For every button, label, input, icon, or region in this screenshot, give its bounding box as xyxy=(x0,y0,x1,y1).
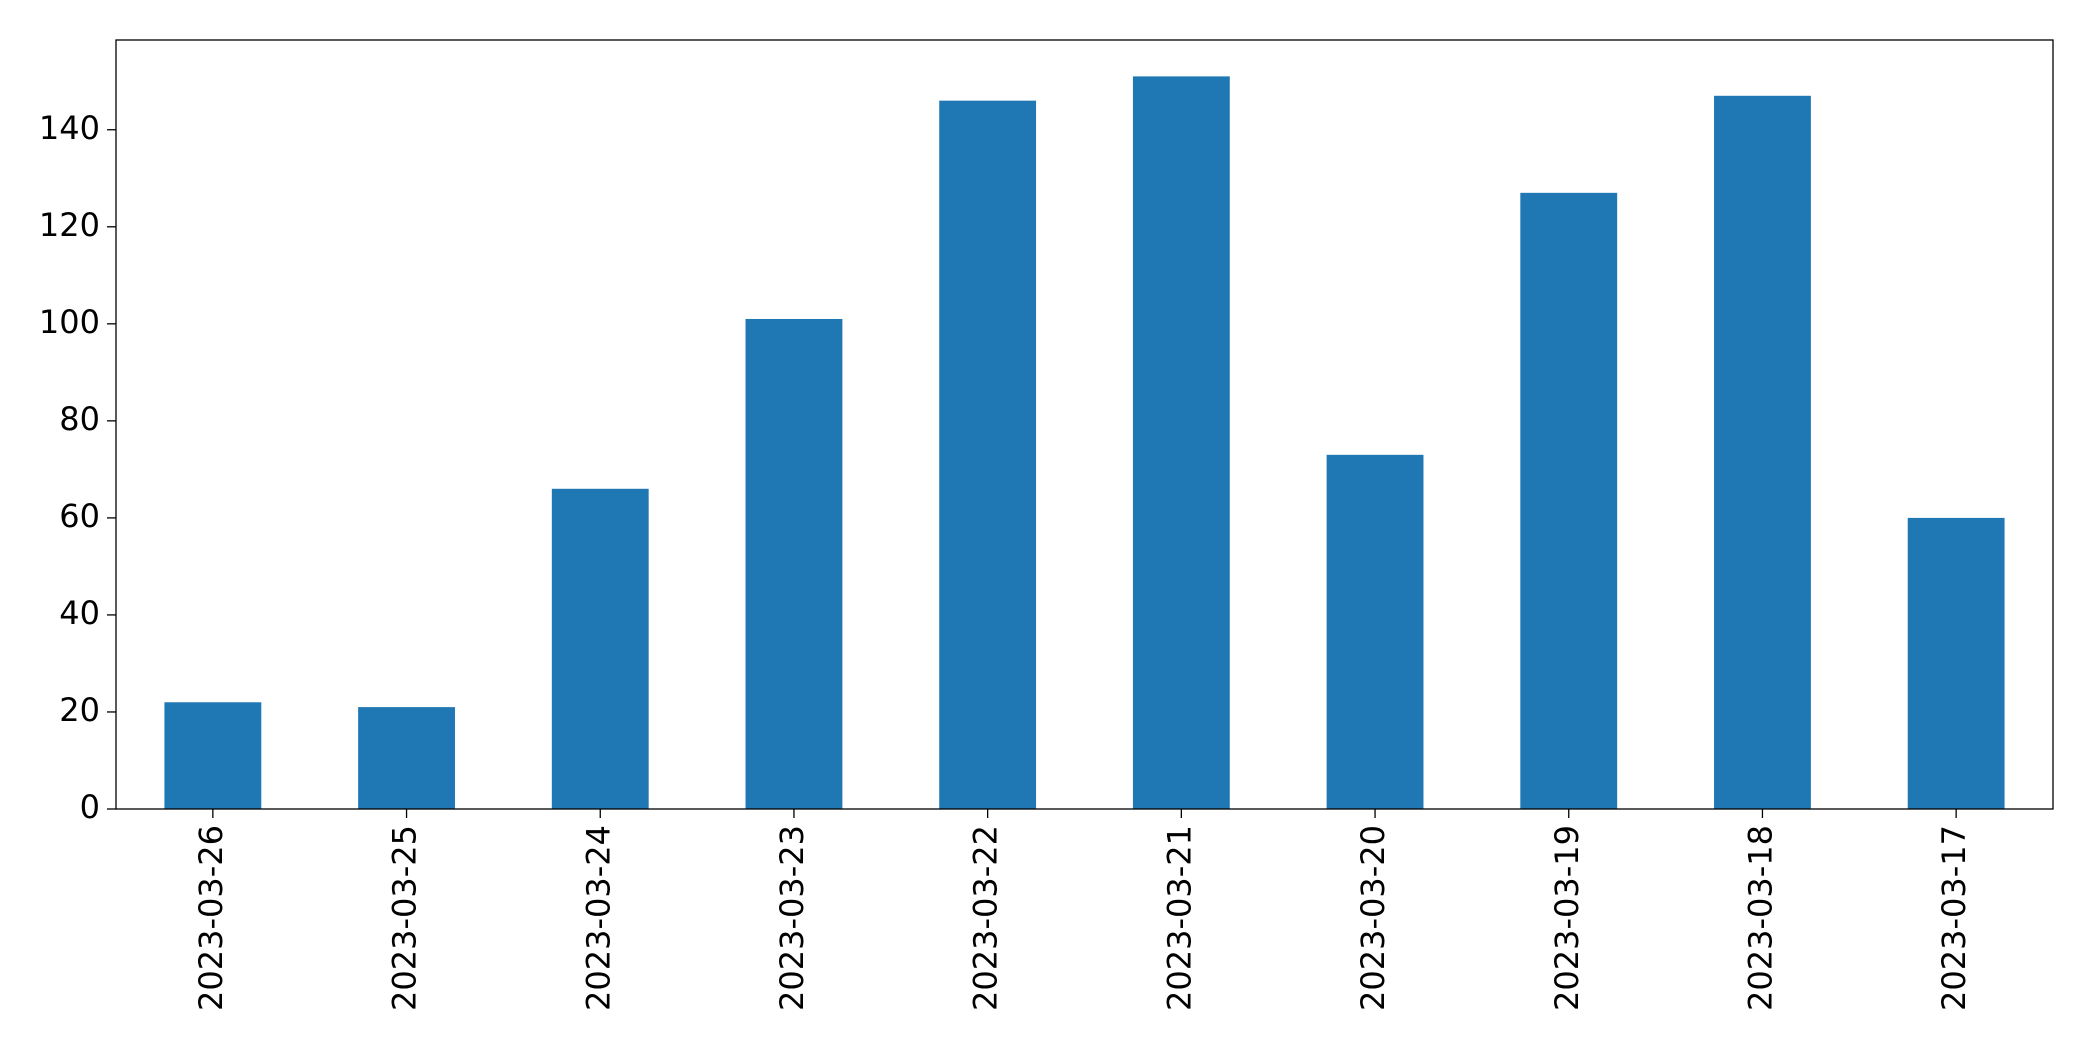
x-tick-label: 2023-03-26 xyxy=(192,825,230,1011)
x-tick-label: 2023-03-24 xyxy=(579,825,617,1011)
y-tick-label: 140 xyxy=(39,109,100,147)
x-tick-label: 2023-03-23 xyxy=(773,825,811,1011)
y-tick-label: 120 xyxy=(39,206,100,244)
y-tick-label: 80 xyxy=(59,400,100,438)
bar xyxy=(745,318,843,809)
x-tick-label: 2023-03-25 xyxy=(386,825,424,1011)
y-tick-label: 100 xyxy=(39,303,100,341)
x-tick-label: 2023-03-22 xyxy=(967,825,1005,1011)
bar xyxy=(1907,517,2005,809)
bar xyxy=(1520,192,1618,809)
y-tick-label: 40 xyxy=(59,594,100,632)
y-tick-label: 60 xyxy=(59,497,100,535)
x-tick-label: 2023-03-20 xyxy=(1354,825,1392,1011)
bar xyxy=(358,707,455,809)
x-tick-label: 2023-03-18 xyxy=(1741,825,1779,1011)
y-tick-label: 20 xyxy=(59,691,100,729)
bar xyxy=(164,702,262,809)
bar xyxy=(551,488,649,809)
bar xyxy=(1326,454,1424,809)
x-tick-label: 2023-03-21 xyxy=(1160,825,1198,1011)
bar xyxy=(939,100,1037,810)
plot-frame xyxy=(115,39,2054,810)
x-tick-label: 2023-03-17 xyxy=(1935,825,1973,1011)
bar xyxy=(1714,95,1811,810)
bar xyxy=(1132,76,1230,810)
x-tick-label: 2023-03-19 xyxy=(1548,825,1586,1011)
y-tick-label: 0 xyxy=(80,788,100,826)
